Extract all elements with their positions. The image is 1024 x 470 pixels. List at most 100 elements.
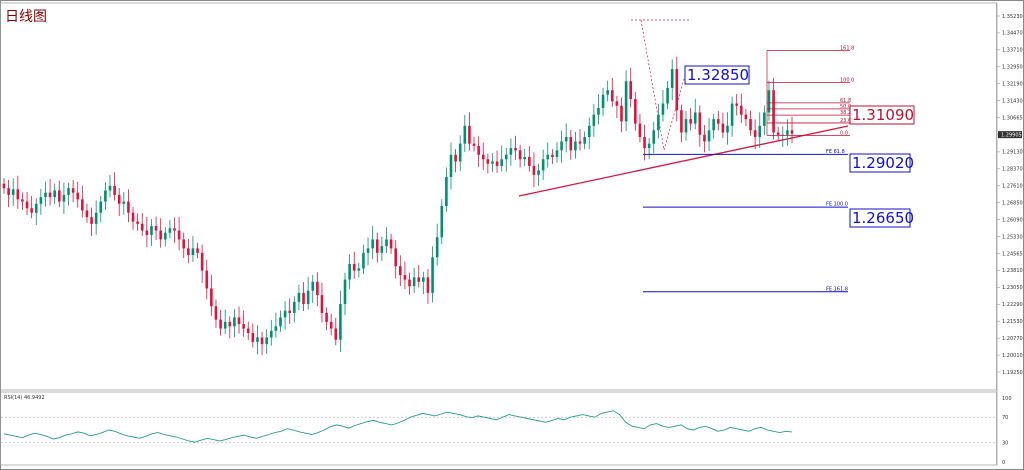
candle-body bbox=[53, 190, 56, 198]
fib-level-label: 161.8 bbox=[840, 46, 854, 52]
candle-body bbox=[320, 295, 324, 313]
candle-body bbox=[500, 159, 503, 166]
candle-body bbox=[316, 281, 319, 296]
candle-body bbox=[412, 277, 416, 287]
candle-body bbox=[776, 132, 780, 135]
candle-body bbox=[288, 310, 292, 313]
price-tick-label: 1.26090 bbox=[1002, 217, 1023, 223]
candle-body bbox=[477, 145, 480, 155]
candle-body bbox=[629, 81, 633, 100]
candle-body bbox=[329, 321, 333, 329]
candle-body bbox=[279, 317, 282, 327]
candle-body bbox=[680, 110, 683, 133]
chart-title: 日线图 bbox=[5, 9, 47, 25]
candle-body bbox=[136, 221, 139, 224]
candle-body bbox=[767, 90, 771, 113]
candle-body bbox=[481, 154, 485, 160]
candle-body bbox=[362, 252, 365, 269]
rsi-tick-label: 70 bbox=[1002, 415, 1008, 421]
candle-body bbox=[159, 230, 162, 240]
price-annotation-box bbox=[684, 65, 750, 85]
candle-body bbox=[495, 161, 499, 166]
candle-body bbox=[551, 154, 554, 158]
candle-body bbox=[675, 69, 679, 111]
candle-body bbox=[117, 194, 121, 204]
candle-body bbox=[375, 239, 379, 253]
fe-level-label: FE 100.0 bbox=[826, 202, 848, 208]
candle-body bbox=[339, 304, 342, 340]
candle-body bbox=[150, 226, 153, 235]
price-tick-label: 1.29130 bbox=[1002, 150, 1023, 156]
fe-level-label: FE 161.8 bbox=[826, 286, 848, 292]
candle-body bbox=[514, 148, 517, 151]
fib-level-label: 100.0 bbox=[840, 78, 854, 84]
candle-body bbox=[403, 275, 407, 280]
candle-body bbox=[191, 248, 195, 256]
price-tick-label: 1.22290 bbox=[1002, 302, 1023, 308]
rsi-tick-label: 30 bbox=[1002, 441, 1008, 447]
price-tick-label: 1.31430 bbox=[1002, 98, 1023, 104]
current-price-box bbox=[998, 131, 1022, 139]
candle-body bbox=[583, 136, 586, 144]
candle-body bbox=[251, 333, 255, 342]
candle-body bbox=[94, 212, 98, 224]
candle-body bbox=[99, 201, 103, 213]
candle-body bbox=[721, 123, 725, 133]
rsi-tick-label: 0 bbox=[1002, 460, 1005, 466]
price-tick-label: 1.24565 bbox=[1002, 251, 1023, 257]
price-annotation-box bbox=[849, 208, 911, 228]
candle-body bbox=[707, 130, 711, 142]
candle-body bbox=[21, 199, 24, 202]
candle-body bbox=[592, 114, 596, 126]
candle-body bbox=[352, 263, 356, 271]
candle-body bbox=[48, 192, 52, 198]
candle-body bbox=[491, 161, 494, 164]
candle-body bbox=[214, 306, 218, 320]
candle-body bbox=[177, 230, 181, 240]
candle-body bbox=[463, 125, 467, 144]
candles bbox=[2, 56, 794, 356]
price-annotation-box bbox=[849, 153, 911, 173]
candle-body bbox=[366, 248, 370, 253]
candle-body bbox=[620, 105, 623, 122]
price-annotation-box bbox=[849, 105, 915, 125]
candle-body bbox=[740, 105, 743, 115]
price-tick-label: 1.28370 bbox=[1002, 167, 1023, 173]
candle-body bbox=[564, 136, 568, 142]
candle-body bbox=[228, 321, 232, 327]
candle-body bbox=[689, 119, 692, 124]
candle-body bbox=[449, 154, 453, 178]
candle-body bbox=[454, 154, 457, 162]
candle-body bbox=[523, 157, 527, 160]
candle-body bbox=[25, 201, 29, 209]
candle-body bbox=[661, 103, 665, 115]
trend-layer bbox=[518, 19, 849, 197]
candle-body bbox=[610, 90, 614, 102]
candle-body bbox=[325, 312, 328, 322]
candle-body bbox=[440, 206, 444, 238]
candle-body bbox=[163, 232, 167, 240]
candle-body bbox=[528, 157, 531, 166]
candle-body bbox=[90, 217, 93, 224]
swing-projection-line bbox=[663, 71, 687, 151]
price-tick-label: 1.20010 bbox=[1002, 353, 1023, 359]
candle-body bbox=[260, 337, 264, 345]
candle-body bbox=[634, 99, 637, 124]
candle-body bbox=[532, 165, 536, 175]
candle-body bbox=[458, 143, 462, 162]
price-annotation-label: 1.32850 bbox=[687, 66, 749, 84]
fib-level-label: 61.8 bbox=[840, 98, 851, 104]
price-tick-label: 1.23050 bbox=[1002, 285, 1023, 291]
candle-body bbox=[657, 114, 660, 131]
candle-body bbox=[546, 154, 550, 160]
price-annotation-label: 1.29020 bbox=[852, 154, 914, 172]
candle-body bbox=[735, 103, 739, 106]
candle-body bbox=[200, 252, 204, 271]
candle-body bbox=[578, 141, 582, 144]
candle-body bbox=[518, 150, 522, 160]
candle-body bbox=[16, 189, 20, 200]
candle-body bbox=[154, 226, 158, 231]
candle-body bbox=[11, 189, 15, 195]
